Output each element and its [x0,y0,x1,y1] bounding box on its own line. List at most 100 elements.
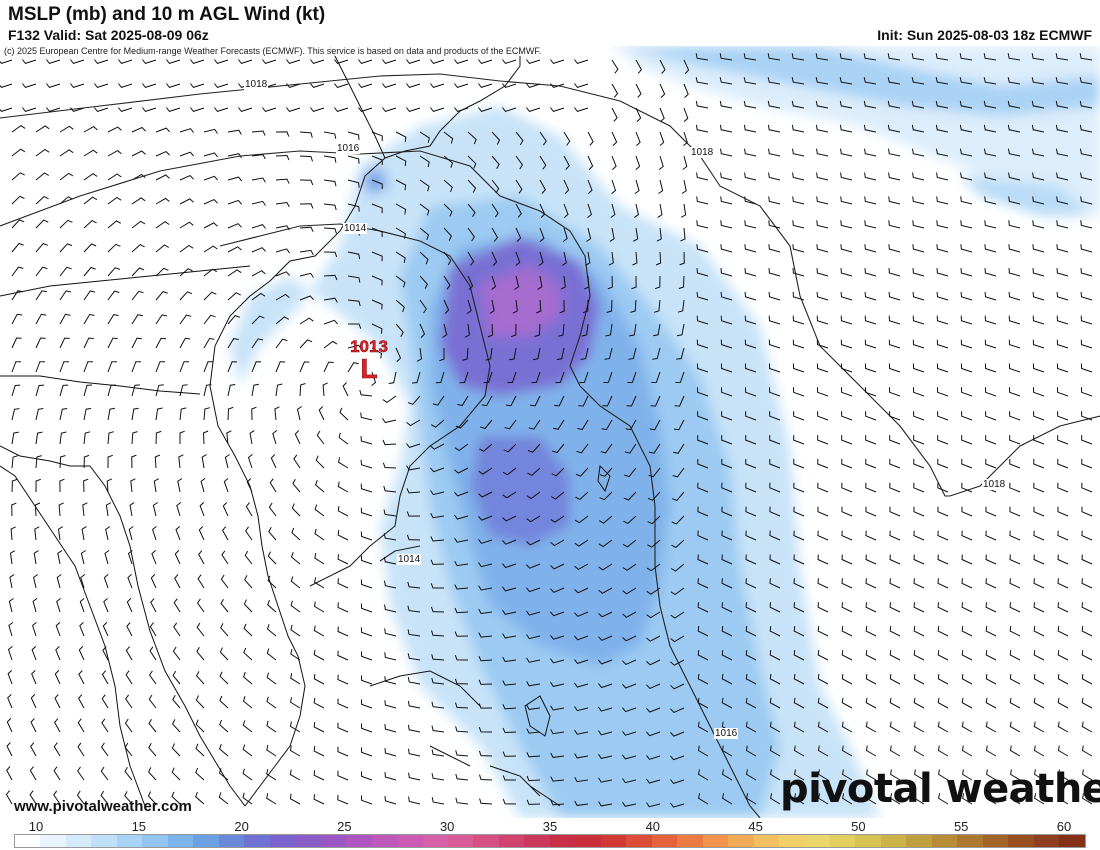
wind-barb [155,197,170,205]
wind-barb [179,430,185,444]
wind-barb [198,526,205,541]
wind-barb [527,467,541,477]
wind-barb [889,578,901,589]
wind-barb [865,554,877,565]
wind-barb [1032,291,1045,301]
wind-barb [888,291,901,301]
wind-barb [59,361,69,373]
wind-barb [6,742,13,757]
wind-barb [483,371,493,384]
wind-barb [77,694,85,709]
wind-barb [131,150,146,157]
wind-barb [1008,267,1021,277]
wind-barb [539,131,547,146]
wind-barb [1080,291,1093,301]
wind-barb [334,83,349,88]
wind-barb [937,673,949,685]
wind-barb [296,406,302,421]
wind-barb [539,227,545,242]
wind-barb [1080,315,1093,325]
wind-barb [195,695,205,709]
wind-barb [889,673,901,685]
wind-barb [695,100,709,109]
wind-barb [526,775,541,782]
wind-barb [81,526,87,541]
wind-barb [487,323,494,338]
colorbar-cell [244,835,270,847]
wind-barb [697,530,709,541]
wind-barb [888,363,901,373]
wind-barb [959,100,973,109]
wind-barb [220,623,229,637]
colorbar-cell [855,835,881,847]
wind-barb [983,124,997,133]
wind-barb [961,435,973,445]
wind-barb [107,407,115,421]
wind-barb [815,53,829,61]
website-link[interactable]: www.pivotalweather.com [14,798,192,815]
wind-barb [840,363,853,373]
wind-barb [35,243,49,253]
wind-barb [514,275,520,290]
wind-barb [35,313,47,325]
wind-barb [5,790,13,805]
wind-barb [323,297,338,303]
colorbar-tick-label: 30 [439,819,455,834]
wind-barb [600,443,613,454]
wind-barb [1079,100,1093,109]
wind-barb [406,443,421,448]
wind-barb [35,172,50,181]
wind-barb [888,315,901,325]
wind-barb [11,337,22,349]
wind-barb [251,270,266,277]
wind-barb [219,695,229,709]
wind-barb [744,172,757,181]
wind-barb [745,697,757,709]
wind-barb [539,155,547,170]
wind-barb [83,407,92,421]
wind-barb [985,626,997,637]
wind-barb [371,179,383,189]
wind-barb [131,431,138,445]
wind-barb [611,107,618,122]
colorbar-cell [677,835,703,847]
wind-barb [196,598,205,613]
wind-barb [227,338,239,349]
wind-barb [29,790,37,805]
wind-barb [155,384,164,397]
wind-barb [275,154,290,161]
wind-barb [242,696,253,709]
wind-barb [986,793,997,805]
wind-barb [467,251,475,266]
wind-barb [556,347,565,360]
wind-barb [83,243,97,253]
wind-barb [347,275,361,283]
colorbar-tick-label: 35 [542,819,558,834]
wind-barb [299,272,314,278]
wind-barb [888,267,901,277]
wind-barb [171,791,181,805]
wind-barb [769,411,781,421]
wind-barb [680,203,687,218]
wind-barb [407,629,421,637]
weather-map[interactable]: (c) 2025 European Centre for Medium-rang… [0,46,1100,818]
wind-barb [864,172,877,181]
wind-barb [338,457,349,469]
wind-barb [1008,315,1021,325]
wind-barb [888,172,901,181]
wind-barb [384,771,397,781]
wind-barb [794,793,805,805]
wind-barb [721,530,733,541]
wind-barb [769,721,781,733]
wind-barb [767,77,781,85]
wind-barb [890,793,901,805]
wind-barb [190,59,205,64]
wind-barb [289,769,301,781]
wind-barb [696,172,709,181]
wind-barb [504,419,517,430]
wind-barb [323,131,337,139]
wind-barb [526,657,541,663]
wind-barb [107,314,119,325]
wind-barb [817,721,829,733]
wind-barb [985,530,997,541]
